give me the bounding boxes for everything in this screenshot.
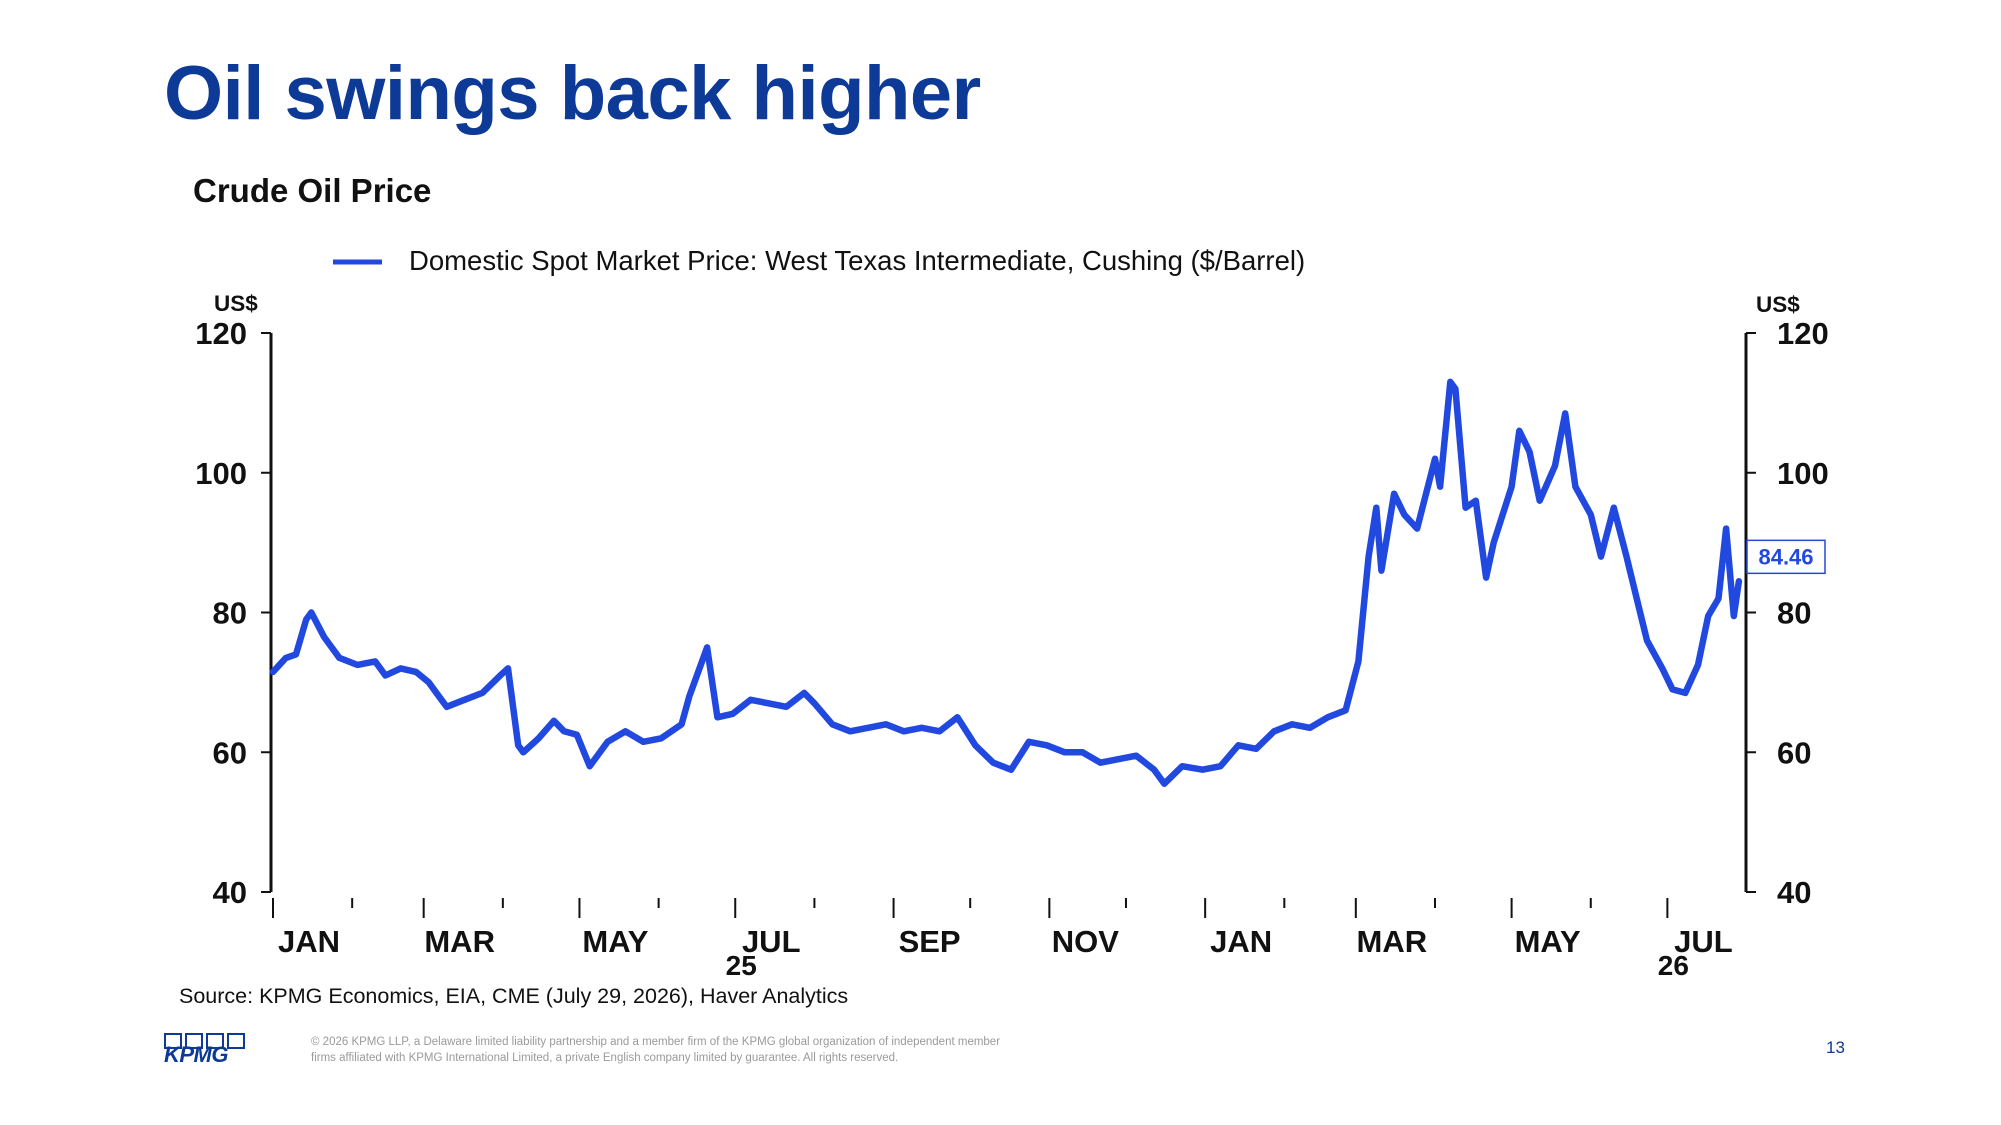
y-tick-label-right: 60 (1777, 735, 1811, 770)
y-tick-label-left: 120 (195, 316, 247, 351)
x-month-label: JAN (1210, 924, 1272, 959)
x-month-label: MAY (1515, 924, 1581, 959)
x-year-label: 26 (1658, 950, 1689, 981)
legal-line-2: firms affiliated with KPMG International… (311, 1052, 899, 1064)
legal-disclaimer: © 2026 KPMG LLP, a Delaware limited liab… (311, 1034, 1091, 1066)
x-month-label: MAR (1357, 924, 1428, 959)
last-value-label: 84.46 (1758, 544, 1813, 569)
y-unit-left: US$ (214, 291, 258, 316)
x-month-label: NOV (1052, 924, 1120, 959)
y-tick-label-right: 100 (1777, 456, 1829, 491)
chart-title: Crude Oil Price (193, 172, 431, 209)
x-ticks (272, 898, 1669, 918)
slide-title: Oil swings back higher (164, 51, 981, 136)
x-month-label: MAR (424, 924, 495, 959)
y-tick-label-left: 40 (213, 875, 247, 910)
x-month-label: JAN (278, 924, 340, 959)
kpmg-logo-wordmark: KPMG (164, 1042, 229, 1067)
last-value-box (1746, 539, 1826, 575)
page-number: 13 (1826, 1038, 1845, 1057)
y-tick-label-left: 60 (213, 735, 247, 770)
source-note: Source: KPMG Economics, EIA, CME (July 2… (179, 984, 849, 1008)
y-tick-label-left: 100 (195, 456, 247, 491)
x-month-label: SEP (899, 924, 961, 959)
crude-oil-price-chart: Crude Oil Price Domestic Spot Market Pri… (193, 172, 1829, 981)
last-value-callout: 84.46 (1746, 539, 1826, 575)
y-unit-right: US$ (1756, 292, 1800, 317)
x-month-label: JUL (1674, 924, 1733, 959)
x-month-label: JUL (742, 924, 801, 959)
kpmg-logo: KPMG (164, 1033, 248, 1067)
y-ticks-left: 40 60 80 100 120 (195, 316, 271, 910)
x-year-label: 25 (726, 950, 757, 981)
x-month-label: MAY (582, 924, 648, 959)
legend-label: Domestic Spot Market Price: West Texas I… (409, 245, 1305, 276)
y-tick-label-left: 80 (213, 596, 247, 631)
y-ticks-right: 40 60 80 100 120 (1746, 316, 1829, 910)
y-tick-label-right: 80 (1777, 596, 1811, 631)
y-tick-label-right: 40 (1777, 875, 1811, 910)
wti-price-line (269, 378, 1743, 787)
legal-line-1: © 2026 KPMG LLP, a Delaware limited liab… (311, 1036, 1001, 1048)
y-tick-label-right: 120 (1777, 316, 1829, 351)
